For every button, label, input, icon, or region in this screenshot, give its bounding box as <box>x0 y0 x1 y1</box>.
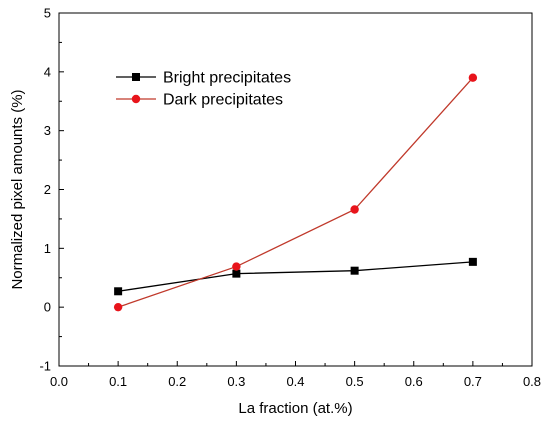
x-tick-label: 0.7 <box>464 374 482 389</box>
x-axis-title: La fraction (at.%) <box>238 400 352 417</box>
data-series <box>113 73 478 312</box>
legend-item: Dark precipitates <box>116 92 283 109</box>
data-point <box>468 257 477 266</box>
legend-label: Dark precipitates <box>163 92 283 109</box>
y-axis-title: Normalized pixel amounts (%) <box>9 89 26 289</box>
series-line <box>118 261 473 292</box>
data-point <box>350 205 359 214</box>
series-1 <box>114 257 477 296</box>
legend-marker <box>132 73 140 81</box>
series-line <box>117 77 474 308</box>
legend-marker <box>131 94 141 104</box>
y-tick-label: 2 <box>44 182 51 197</box>
y-tick-label: 0 <box>44 300 51 315</box>
axes <box>58 12 533 367</box>
data-point <box>113 302 123 312</box>
x-tick-label: 0.4 <box>286 374 304 389</box>
data-point <box>114 287 123 296</box>
x-tick-label: 0.6 <box>405 374 423 389</box>
legend-label: Bright precipitates <box>163 70 291 87</box>
data-point <box>232 269 241 278</box>
x-tick-label: 0.8 <box>523 374 541 389</box>
y-tick-label: 1 <box>44 241 51 256</box>
x-tick-label: 0.5 <box>346 374 364 389</box>
y-tick-label: 5 <box>44 6 51 21</box>
plot-frame <box>58 12 533 367</box>
x-tick-label: 0.3 <box>227 374 245 389</box>
y-tick-label: 3 <box>44 123 51 138</box>
legend-item: Bright precipitates <box>116 70 291 87</box>
x-tick-label: 0.1 <box>109 374 127 389</box>
data-point <box>350 266 359 275</box>
data-point <box>468 73 478 82</box>
y-tick-label: -1 <box>39 359 51 374</box>
x-tick-label: 0.2 <box>168 374 186 389</box>
data-point <box>232 262 241 271</box>
y-tick-label: 4 <box>44 64 51 79</box>
x-tick-label: 0.0 <box>50 374 68 389</box>
legend: Bright precipitates Dark precipitates <box>116 70 291 109</box>
series-2 <box>113 73 478 312</box>
axis-ticks: 0.0 0.1 0.2 0.3 0.4 0.5 0.6 0.7 0.8 -1 0 1 2 3 4 5 <box>39 6 541 390</box>
